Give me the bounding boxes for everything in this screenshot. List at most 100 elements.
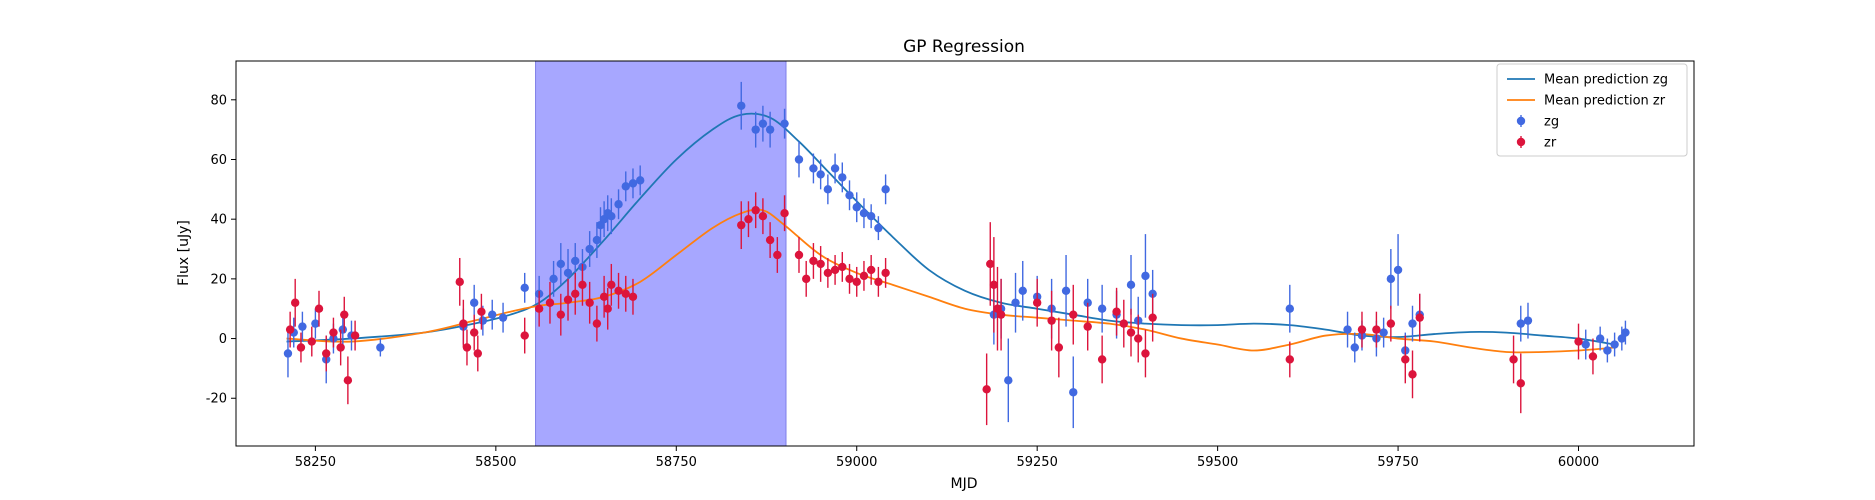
marker-zr [874, 277, 883, 287]
data-point-zg [845, 180, 854, 211]
data-point-zg [737, 81, 746, 130]
y-tick-label: 40 [210, 213, 227, 228]
chart-title: GP Regression [903, 37, 1025, 57]
data-point-zg [881, 174, 890, 205]
marker-zg [1285, 304, 1295, 313]
legend-label: zg [1544, 115, 1559, 130]
x-tick-label: 58250 [295, 455, 336, 470]
marker-zr [996, 310, 1006, 319]
data-point-zr [780, 195, 789, 232]
data-point-zg [621, 171, 630, 202]
marker-zg [1061, 286, 1071, 296]
data-point-zg [830, 153, 840, 184]
data-point-zg [1379, 317, 1388, 348]
data-point-zr [1372, 311, 1381, 348]
marker-zg [1097, 304, 1107, 313]
marker-zr [585, 298, 594, 307]
marker-zr [1119, 319, 1128, 328]
data-point-zr [340, 296, 349, 333]
marker-zg [1083, 298, 1092, 307]
marker-zg [614, 200, 623, 209]
marker-zg [298, 322, 307, 331]
marker-zg [628, 179, 638, 188]
marker-zr [1032, 298, 1042, 307]
marker-zg [520, 283, 529, 293]
data-point-zr [592, 305, 602, 342]
data-point-zg [628, 168, 638, 199]
marker-zg [376, 343, 385, 352]
marker-zg [338, 325, 348, 334]
data-point-zr [1148, 293, 1157, 342]
data-point-zr [1357, 311, 1367, 348]
legend-entry-0: Mean prediction zg [1507, 73, 1668, 88]
data-point-zg [765, 111, 775, 148]
data-point-zr [585, 281, 594, 324]
data-point-zg [794, 141, 804, 178]
data-point-zg [1621, 320, 1630, 345]
data-point-zg [809, 153, 818, 184]
data-point-zr [1054, 317, 1064, 378]
data-point-zr [520, 317, 529, 354]
marker-zg [469, 298, 479, 307]
x-tick-label: 58500 [475, 455, 516, 470]
data-point-zg [1581, 329, 1590, 360]
data-point-zg [1069, 356, 1078, 429]
data-point-zr [290, 278, 300, 327]
data-point-zg [859, 198, 869, 229]
x-tick-label: 58750 [656, 455, 697, 470]
marker-zg [1610, 340, 1619, 349]
data-point-zg [874, 216, 883, 241]
data-point-zr [1401, 335, 1410, 384]
mean-line-zr [286, 208, 1615, 354]
marker-zg [1408, 319, 1417, 328]
data-point-zr [1386, 305, 1396, 342]
data-point-zr [758, 198, 768, 235]
x-tick-label: 59250 [1016, 455, 1057, 470]
marker-zr [744, 214, 753, 224]
data-point-zg [283, 329, 293, 378]
legend-label: Mean prediction zg [1544, 73, 1668, 88]
data-point-zr [1126, 308, 1136, 357]
data-point-zr [874, 266, 883, 297]
marker-zg [765, 125, 775, 134]
marker-zr [838, 262, 847, 272]
data-point-zg [816, 159, 825, 190]
marker-zr [614, 286, 623, 296]
data-point-zr [578, 263, 587, 306]
marker-zr [866, 265, 876, 275]
marker-zr [773, 250, 782, 260]
data-point-zg [498, 302, 508, 333]
marker-zg [751, 125, 760, 134]
marker-zg [1393, 265, 1403, 275]
data-point-zr [614, 272, 623, 309]
marker-zg [823, 185, 833, 194]
data-point-zr [1083, 302, 1092, 351]
y-axis-label: Flux [uJy] [176, 220, 192, 286]
marker-zr [350, 331, 360, 340]
marker-zr [1047, 316, 1056, 325]
legend: Mean prediction zg Mean prediction zr zg zr [1496, 63, 1688, 157]
data-point-zr [329, 317, 338, 348]
marker-zg [816, 170, 825, 179]
marker-zg [1004, 376, 1013, 385]
marker-zr [455, 277, 464, 287]
data-point-zg [520, 272, 529, 303]
data-point-zr [285, 311, 295, 348]
marker-zr [823, 268, 833, 278]
marker-zr [563, 295, 573, 304]
x-tick-label: 59000 [836, 455, 877, 470]
marker-zr [336, 343, 345, 352]
marker-zg [478, 316, 488, 325]
marker-zr [751, 206, 760, 215]
marker-zr [765, 235, 775, 245]
marker-zg [1621, 328, 1630, 337]
marker-zg [1011, 298, 1020, 307]
data-point-zr [838, 252, 847, 282]
data-point-zg [488, 299, 497, 330]
marker-zg [563, 268, 573, 278]
data-point-zr [1134, 314, 1143, 363]
marker-zr [621, 289, 630, 298]
data-point-zr [545, 281, 555, 324]
data-point-zg [585, 231, 594, 267]
